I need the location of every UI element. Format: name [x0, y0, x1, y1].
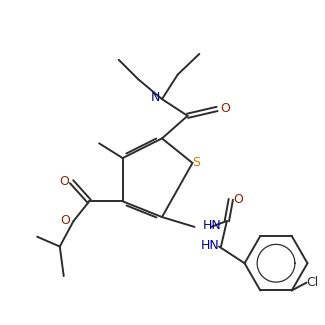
- Text: HN: HN: [200, 239, 219, 252]
- Text: O: O: [234, 193, 244, 206]
- Text: O: O: [61, 214, 71, 227]
- Text: O: O: [59, 175, 69, 188]
- Text: HN: HN: [202, 219, 221, 232]
- Text: O: O: [220, 102, 230, 115]
- Text: S: S: [192, 157, 201, 170]
- Text: N: N: [151, 91, 160, 104]
- Text: Cl: Cl: [306, 276, 318, 289]
